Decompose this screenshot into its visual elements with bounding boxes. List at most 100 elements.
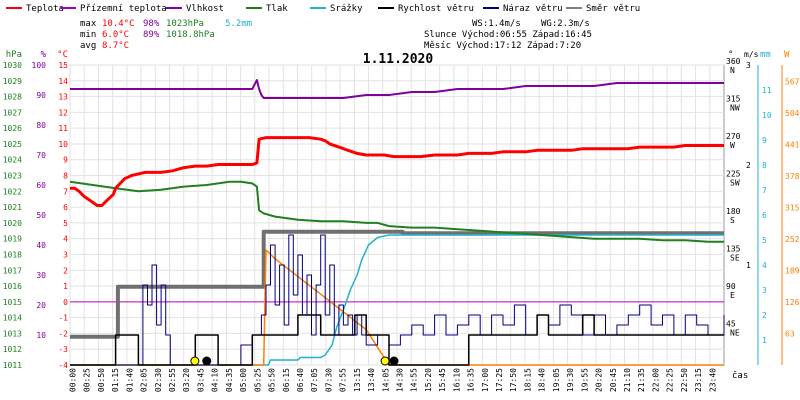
tick-dir-deg: 45 (726, 320, 736, 329)
stats-max-temp: 10.4°C (102, 19, 135, 29)
stats-max-label: max (80, 19, 97, 29)
series-line-srážky (70, 234, 724, 366)
tick-pct: 40 (36, 241, 46, 250)
time-label: 02:55 (168, 368, 177, 392)
tick-degc: -2 (58, 329, 68, 338)
time-label: 17:50 (509, 368, 518, 392)
time-label: 15:20 (424, 368, 433, 392)
axis-title-dir: ° (728, 50, 733, 60)
tick-wm2: 378 (785, 172, 800, 181)
tick-dir-name: N (730, 66, 735, 75)
time-label: 07:05 (310, 368, 319, 392)
tick-dir-name: E (730, 291, 735, 300)
tick-wm2: 189 (785, 267, 800, 276)
tick-dir-deg: 315 (726, 95, 741, 104)
tick-pct: 50 (36, 211, 46, 220)
time-label: 07:30 (324, 368, 333, 392)
info-block: WS:1.4m/s WG:2.3m/s Slunce Východ:06:55 … (424, 19, 592, 51)
stats-block: max 10.4°C 98% 1023hPa 5.2mm min 6.0°C 8… (80, 19, 252, 51)
tick-mm: 2 (762, 311, 767, 320)
moonrise-marker (389, 356, 399, 366)
time-label: 00:50 (97, 368, 106, 392)
tick-mm: 11 (762, 86, 772, 95)
tick-hpa: 1011 (3, 361, 22, 370)
tick-ms: 2 (746, 161, 751, 170)
time-label: 20:20 (595, 368, 604, 392)
time-label: 19:05 (552, 368, 561, 392)
time-label: 22:50 (680, 368, 689, 392)
tick-pct: 80 (36, 121, 46, 130)
tick-hpa: 1018 (3, 250, 22, 259)
legend-label: Tlak (266, 4, 288, 14)
sunset-marker (380, 356, 390, 366)
time-label: 05:00 (239, 368, 248, 392)
stats-avg-temp: 8.7°C (102, 41, 129, 51)
tick-dir-deg: 360 (726, 57, 741, 66)
tick-hpa: 1028 (3, 93, 22, 102)
time-label: 21:35 (637, 368, 646, 392)
moonset-marker (202, 356, 212, 366)
chart-title: 1.11.2020 (363, 52, 434, 67)
axis-title-wm2: W (784, 50, 790, 60)
info-ws: WS:1.4m/s (472, 19, 521, 29)
tick-hpa: 1023 (3, 172, 22, 181)
tick-mm: 10 (762, 111, 772, 120)
axis-title-degc: °C (57, 50, 68, 60)
time-label: 22:25 (666, 368, 675, 392)
tick-mm: 8 (762, 161, 767, 170)
legend-label: Srážky (330, 4, 363, 14)
tick-hpa: 1025 (3, 140, 22, 149)
stats-max-press: 1023hPa (166, 19, 204, 29)
tick-dir-deg: 225 (726, 170, 741, 179)
series-line-vlhkost (70, 79, 724, 99)
time-label: 16:35 (467, 368, 476, 392)
axis-title-mm: mm (760, 50, 771, 60)
tick-dir-name: S (730, 216, 735, 225)
legend-label: Vlhkost (186, 4, 224, 14)
tick-hpa: 1017 (3, 266, 22, 275)
axis-title-pct: % (41, 50, 47, 60)
tick-degc: -4 (58, 361, 68, 370)
time-label: 17:25 (495, 368, 504, 392)
tick-hpa: 1022 (3, 187, 22, 196)
tick-wm2: 315 (785, 204, 800, 213)
time-label: 03:45 (196, 368, 205, 392)
tick-pct: 10 (36, 331, 46, 340)
tick-dir-deg: 135 (726, 245, 741, 254)
tick-pct: 20 (36, 301, 46, 310)
time-axis-labels: 00:00 00:25 00:50 01:15 01:40 02:05 02:30 02:55… (69, 368, 718, 392)
time-label: 05:50 (268, 368, 277, 392)
tick-degc: -3 (58, 345, 68, 354)
tick-degc: 5 (63, 219, 68, 228)
stats-min-temp: 6.0°C (102, 30, 129, 40)
time-label: 14:05 (381, 368, 390, 392)
legend-label: Směr větru (586, 4, 640, 14)
time-label: 17:00 (481, 368, 490, 392)
time-label: 02:30 (154, 368, 163, 392)
time-label: 05:25 (253, 368, 262, 392)
tick-mm: 5 (762, 236, 767, 245)
tick-pct: 30 (36, 271, 46, 280)
stats-avg-label: avg (80, 41, 96, 51)
tick-dir-name: NE (730, 329, 740, 338)
time-label: 21:10 (623, 368, 632, 392)
tick-ms: 3 (746, 61, 751, 70)
tick-hpa: 1016 (3, 282, 22, 291)
tick-dir-deg: 90 (726, 282, 736, 291)
tick-hpa: 1019 (3, 235, 22, 244)
series-line-teplota (70, 136, 724, 207)
time-label: 02:05 (140, 368, 149, 392)
time-label: 07:55 (339, 368, 348, 392)
axis-title-ms: m/s (744, 50, 759, 59)
tick-degc: 9 (63, 156, 68, 165)
stats-rain: 5.2mm (225, 19, 252, 29)
tick-hpa: 1020 (3, 219, 22, 228)
info-moon: Měsíc Východ:17:12 Západ:7:20 (424, 41, 581, 51)
tick-degc: -1 (58, 314, 68, 323)
time-label: 19:55 (580, 368, 589, 392)
tick-mm: 9 (762, 136, 767, 145)
time-label: 00:25 (83, 368, 92, 392)
tick-hpa: 1026 (3, 124, 22, 133)
tick-degc: 8 (63, 172, 68, 181)
